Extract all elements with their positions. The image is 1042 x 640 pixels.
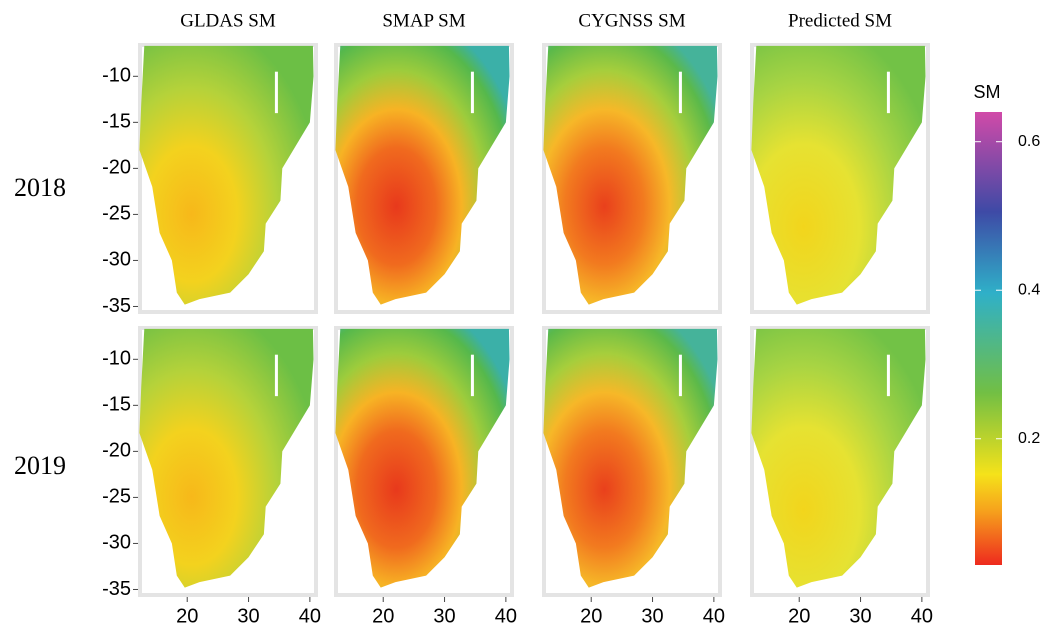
column-title: GLDAS SM	[180, 10, 276, 31]
y-tick-label: -10	[102, 65, 131, 87]
column-title: Predicted SM	[788, 10, 892, 31]
colorbar-tick-label: 0.4	[1018, 281, 1040, 298]
colorbar-title: SM	[974, 82, 1001, 102]
y-tick-label: -30	[102, 532, 131, 554]
column-title: SMAP SM	[382, 10, 465, 31]
column-title: CYGNSS SM	[578, 10, 685, 31]
y-tick-label: -20	[102, 440, 131, 462]
map-region	[139, 328, 314, 588]
x-tick-label: 30	[237, 605, 259, 627]
map-region	[543, 328, 718, 588]
x-tick-label: 40	[495, 605, 517, 627]
lake	[470, 354, 474, 397]
x-tick-label: 20	[176, 605, 198, 627]
x-tick-label: 30	[849, 605, 871, 627]
lake	[678, 71, 682, 114]
x-tick-label: 40	[299, 605, 321, 627]
y-tick-label: -10	[102, 348, 131, 370]
x-tick-label: 20	[788, 605, 810, 627]
colorbar-tick-label: 0.6	[1018, 133, 1040, 150]
map-region	[751, 45, 926, 305]
lake	[470, 71, 474, 114]
y-tick-label: -15	[102, 111, 131, 133]
x-tick-label: 40	[703, 605, 725, 627]
x-tick-label: 20	[580, 605, 602, 627]
map-region	[335, 328, 510, 588]
y-tick-label: -25	[102, 203, 131, 225]
x-tick-label: 40	[911, 605, 933, 627]
row-label: 2019	[14, 451, 66, 480]
lake	[886, 354, 890, 397]
map-region	[543, 45, 718, 305]
y-tick-label: -35	[102, 578, 131, 600]
colorbar-tick-label: 0.2	[1018, 430, 1040, 447]
y-tick-label: -35	[102, 295, 131, 317]
x-tick-label: 20	[372, 605, 394, 627]
map-region	[751, 328, 926, 588]
colorbar	[975, 112, 1002, 565]
map-region	[335, 45, 510, 305]
y-tick-label: -15	[102, 394, 131, 416]
row-label: 2018	[14, 173, 66, 202]
y-tick-label: -20	[102, 157, 131, 179]
map-region	[139, 45, 314, 305]
x-tick-label: 30	[641, 605, 663, 627]
y-tick-label: -30	[102, 249, 131, 271]
lake	[274, 71, 278, 114]
lake	[886, 71, 890, 114]
lake	[274, 354, 278, 397]
x-tick-label: 30	[433, 605, 455, 627]
lake	[678, 354, 682, 397]
y-tick-label: -25	[102, 486, 131, 508]
